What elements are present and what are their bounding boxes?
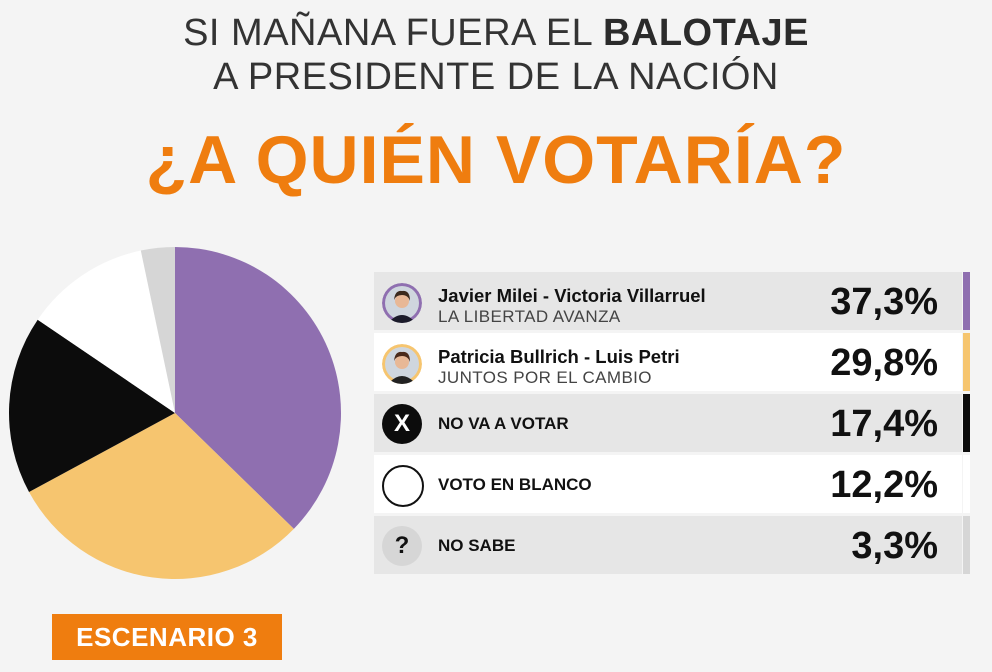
legend-row-bg	[374, 272, 962, 330]
percentage-label: 12,2%	[830, 464, 938, 506]
legend-row-bg	[374, 455, 962, 513]
legend-color-bar	[963, 455, 970, 513]
legend-row: VOTO EN BLANCO 12,2%	[374, 455, 970, 513]
legend-color-bar	[963, 516, 970, 574]
legend-color-bar	[963, 333, 970, 391]
legend-row-bg	[374, 394, 962, 452]
pie-chart	[8, 247, 341, 579]
percentage-label: 29,8%	[830, 342, 938, 384]
option-label: NO VA A VOTAR	[438, 414, 569, 433]
blank-circle-icon	[382, 465, 424, 507]
pie-slice-4	[140, 247, 175, 413]
question-icon: ?	[382, 526, 422, 566]
milei-avatar-icon	[382, 283, 422, 323]
legend-row-bg	[374, 516, 962, 574]
legend-color-bar	[963, 394, 970, 452]
percentage-label: 3,3%	[851, 525, 938, 567]
candidate-name: Patricia Bullrich - Luis Petri	[438, 346, 680, 367]
title-line-1: SI MAÑANA FUERA EL BALOTAJE	[0, 14, 992, 52]
legend-row: Patricia Bullrich - Luis Petri JUNTOS POR…	[374, 333, 970, 391]
party-name: JUNTOS POR EL CAMBIO	[438, 368, 652, 387]
main-question: ¿A QUIÉN VOTARÍA?	[145, 122, 847, 198]
option-label: NO SABE	[438, 536, 516, 555]
option-label: VOTO EN BLANCO	[438, 475, 592, 494]
pie-slice-0	[175, 247, 341, 529]
candidate-name: Javier Milei - Victoria Villarruel	[438, 285, 706, 306]
pie-slice-3	[37, 250, 176, 413]
percentage-label: 17,4%	[830, 403, 938, 445]
pie-slice-2	[8, 319, 175, 493]
title-line-1-text: SI MAÑANA FUERA EL	[183, 12, 603, 54]
title-line-1-bold: BALOTAJE	[602, 12, 809, 54]
pie-slice-1	[29, 413, 294, 579]
legend-row: Javier Milei - Victoria Villarruel LA LIB…	[374, 272, 970, 330]
scenario-badge: ESCENARIO 3	[52, 614, 282, 660]
legend-row: ? NO SABE 3,3%	[374, 516, 970, 574]
party-name: LA LIBERTAD AVANZA	[438, 307, 621, 326]
legend-row: X NO VA A VOTAR 17,4%	[374, 394, 970, 452]
percentage-label: 37,3%	[830, 281, 938, 323]
legend-row-bg	[374, 333, 962, 391]
title-line-2: A PRESIDENTE DE LA NACIÓN	[213, 56, 779, 98]
bullrich-avatar-icon	[382, 344, 422, 384]
legend-color-bar	[963, 272, 970, 330]
x-icon: X	[382, 404, 422, 444]
